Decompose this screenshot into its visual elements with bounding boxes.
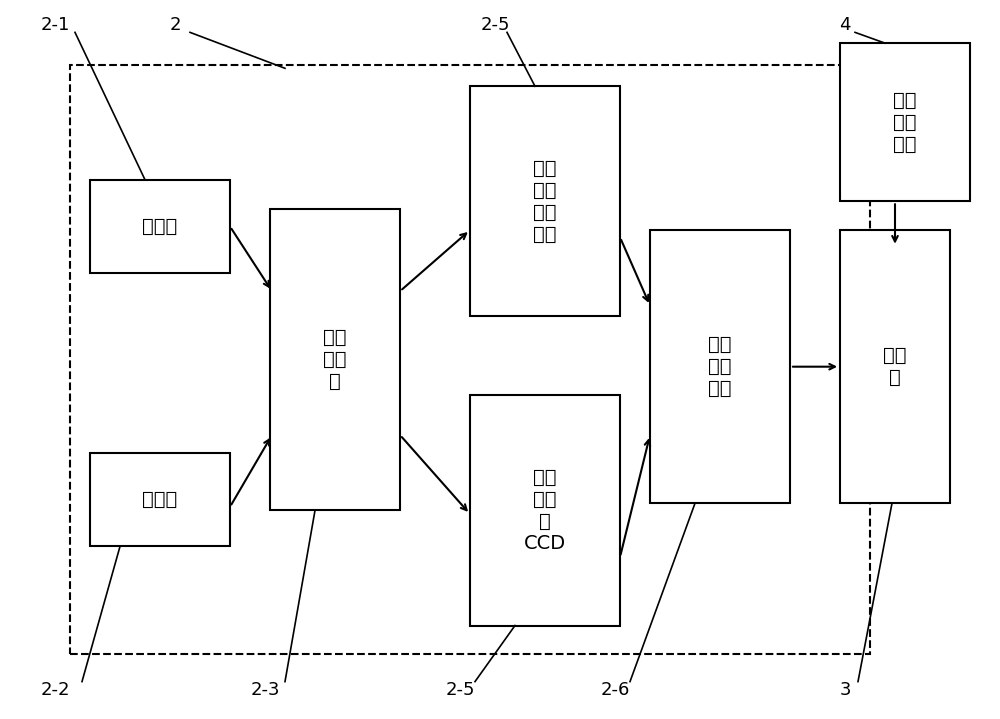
Text: 2-6: 2-6 (600, 681, 630, 700)
FancyBboxPatch shape (840, 230, 950, 503)
Text: 2-5: 2-5 (480, 16, 510, 35)
FancyBboxPatch shape (90, 180, 230, 273)
FancyBboxPatch shape (840, 43, 970, 201)
Text: 3: 3 (839, 681, 851, 700)
FancyBboxPatch shape (650, 230, 790, 503)
Text: 菲涅
耳透
镜: 菲涅 耳透 镜 (323, 328, 347, 391)
FancyBboxPatch shape (90, 453, 230, 546)
Text: 4: 4 (839, 16, 851, 35)
Text: 2-5: 2-5 (445, 681, 475, 700)
Text: 处理
器: 处理 器 (883, 346, 907, 388)
Text: 2: 2 (169, 16, 181, 35)
Text: 凹面镜: 凹面镜 (142, 217, 178, 236)
FancyBboxPatch shape (270, 209, 400, 510)
Text: 电荷
耦合
器
CCD: 电荷 耦合 器 CCD (524, 468, 566, 553)
Text: 2-2: 2-2 (40, 681, 70, 700)
Text: 平面镜: 平面镜 (142, 490, 178, 509)
Text: 成像
显示
装置: 成像 显示 装置 (893, 91, 917, 154)
FancyBboxPatch shape (470, 86, 620, 316)
Text: 2-1: 2-1 (40, 16, 70, 35)
FancyBboxPatch shape (470, 395, 620, 626)
Text: 2-3: 2-3 (250, 681, 280, 700)
Text: 信号
调理
电路: 信号 调理 电路 (708, 335, 732, 398)
Text: 红外
热释
电传
感器: 红外 热释 电传 感器 (533, 159, 557, 244)
